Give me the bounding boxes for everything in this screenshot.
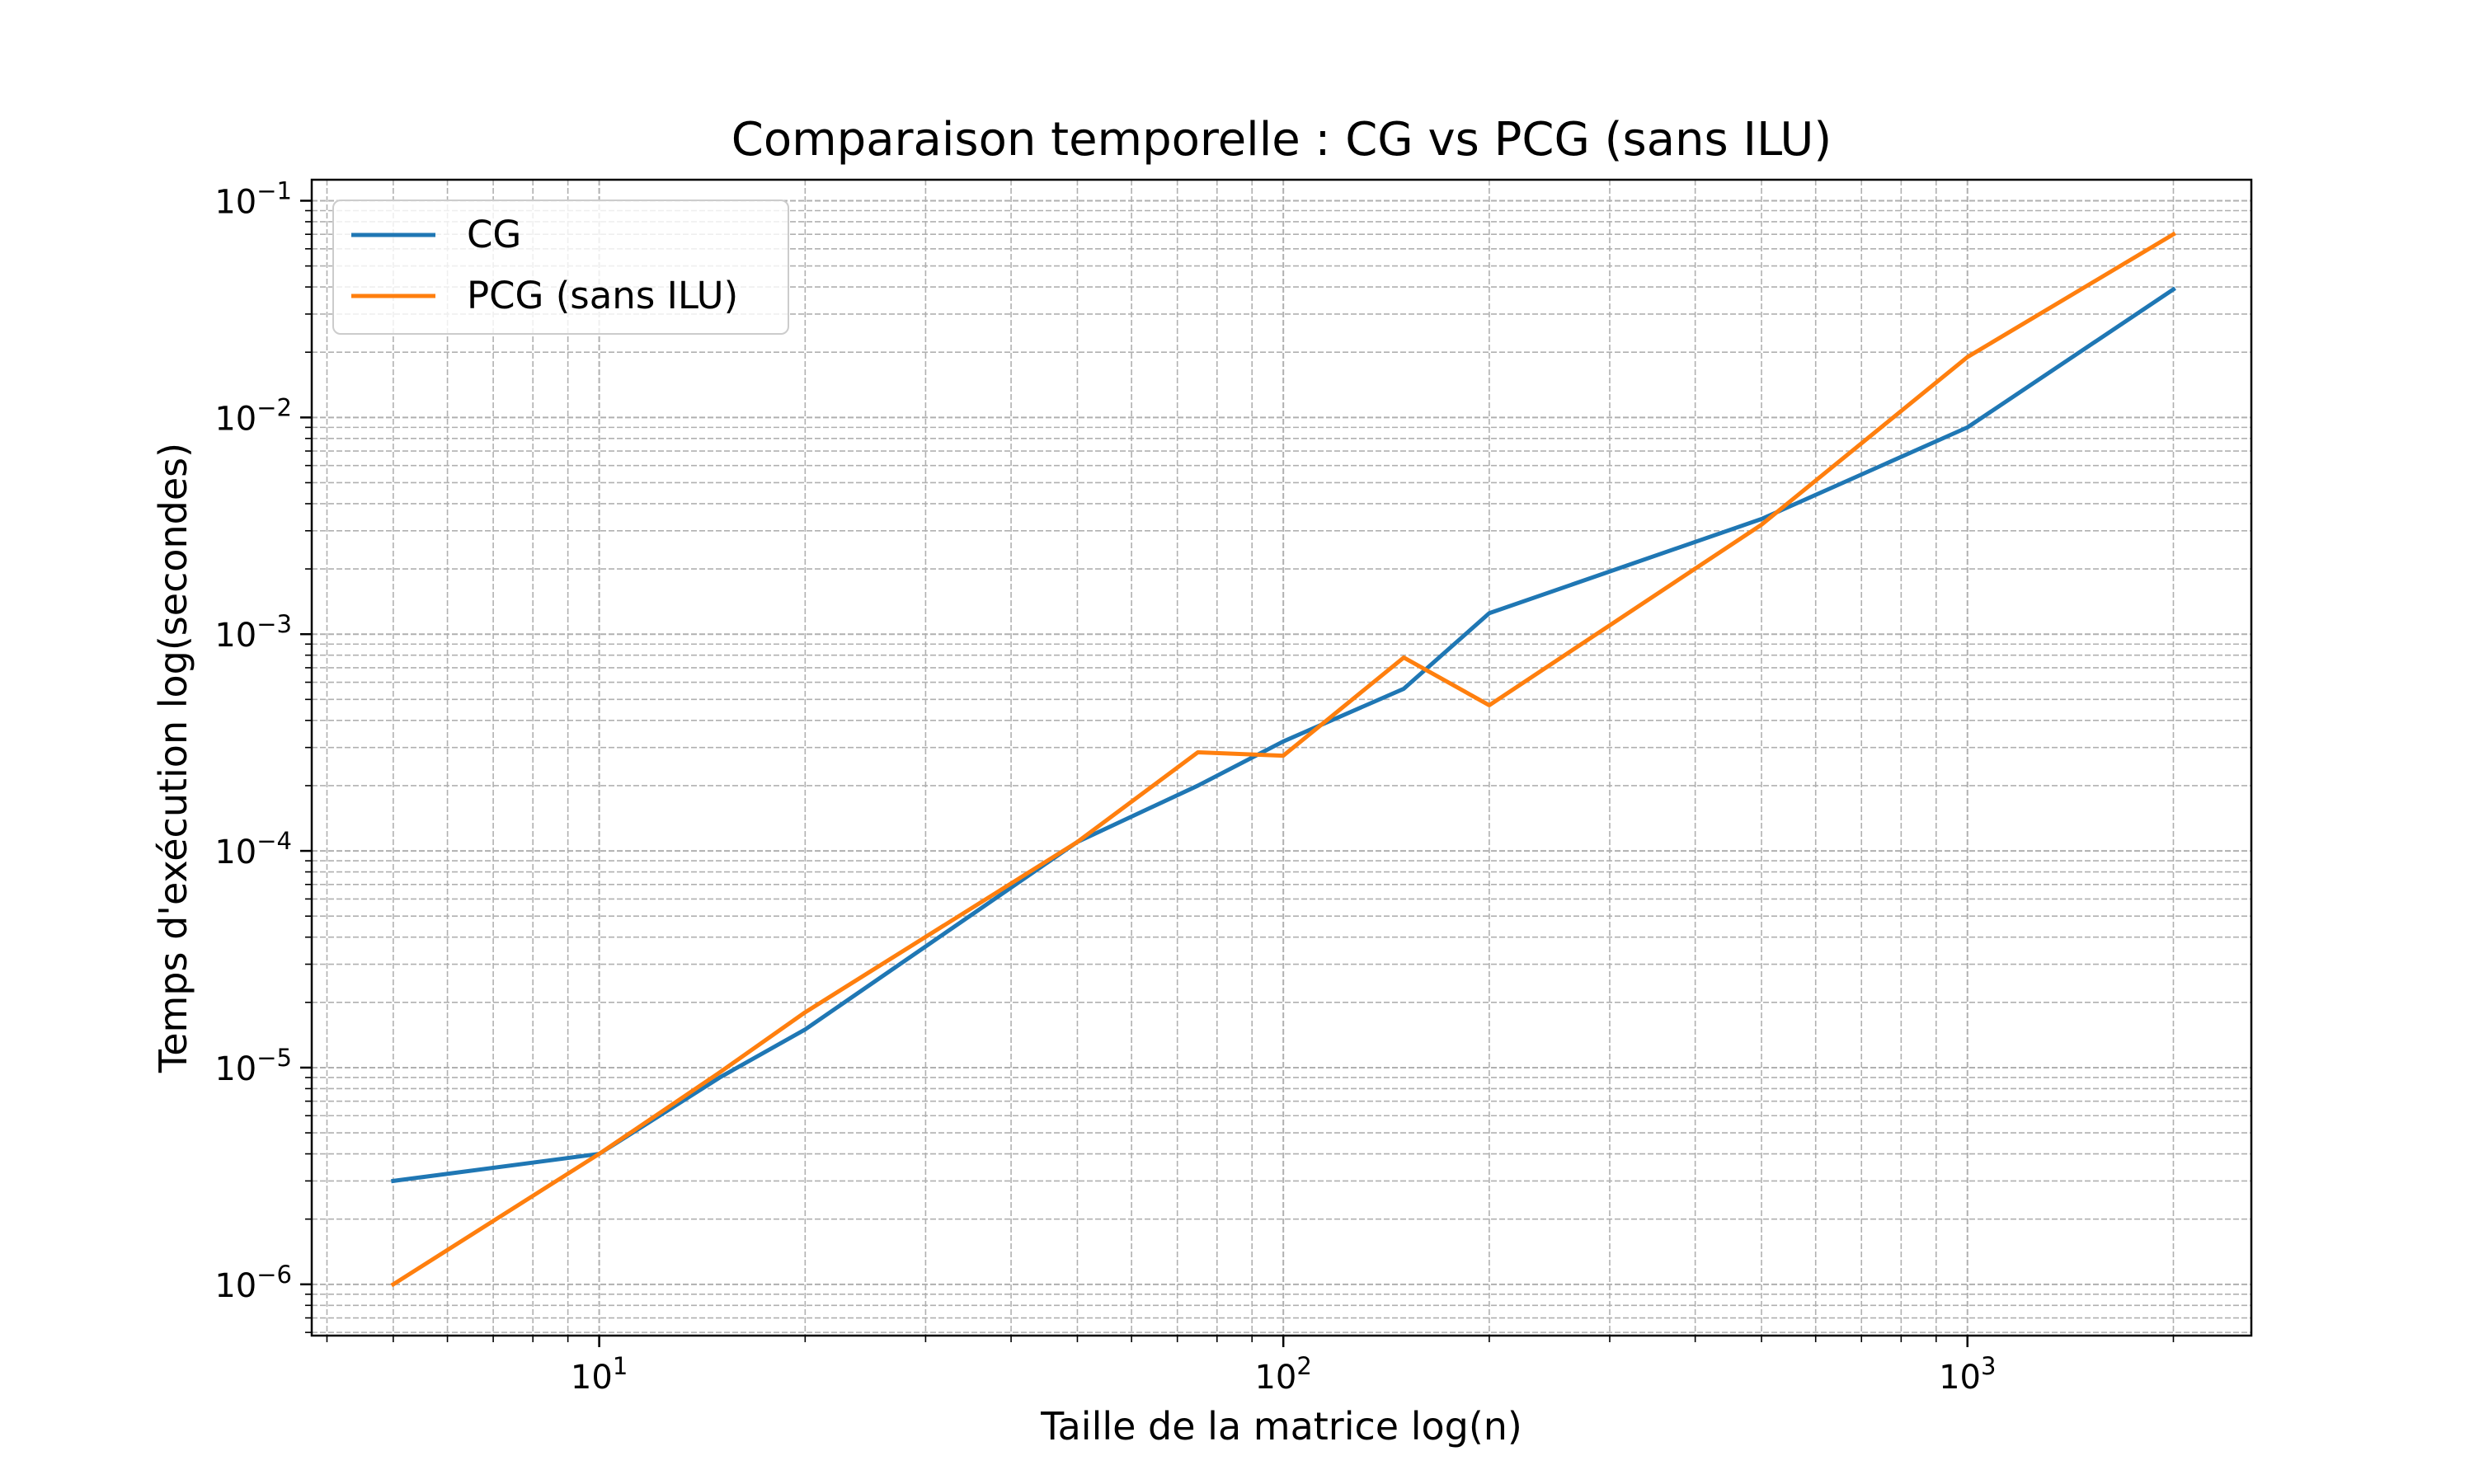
legend-box: [332, 200, 789, 335]
x-tick-label: 101: [571, 1352, 628, 1397]
x-tick-label: 103: [1939, 1352, 1996, 1397]
legend-label-cg: CG: [467, 213, 521, 256]
series-line-cg: [391, 286, 2176, 1184]
legend-label-pcg: PCG (sans ILU): [467, 274, 738, 317]
series-line-pcg: [390, 231, 2176, 1288]
y-tick-label: 10−6: [214, 1261, 292, 1305]
plot-frame: [310, 178, 2253, 1337]
x-axis-label: Taille de la matrice log(n): [1040, 1404, 1522, 1449]
y-tick-label: 10−2: [214, 393, 292, 438]
tick-labels: 101 102 103 10−6 10−5 10−4 10−3 10−2 10−1: [214, 176, 1996, 1397]
ticks: [300, 200, 2175, 1347]
y-axis-label: Temps d'exécution log(secondes): [151, 443, 195, 1073]
x-tick-label: 102: [1254, 1352, 1311, 1397]
legend: CG PCG (sans ILU): [332, 200, 789, 335]
minor-grid: [312, 180, 2251, 1336]
y-tick-label: 10−1: [214, 176, 292, 221]
chart-title: Comparaison temporelle : CG vs PCG (sans…: [731, 113, 1832, 167]
y-tick-label: 10−4: [214, 827, 292, 871]
y-tick-label: 10−5: [214, 1044, 292, 1088]
series-layer: [390, 231, 2176, 1288]
y-tick-label: 10−3: [214, 610, 292, 655]
major-grid: [312, 180, 2251, 1336]
